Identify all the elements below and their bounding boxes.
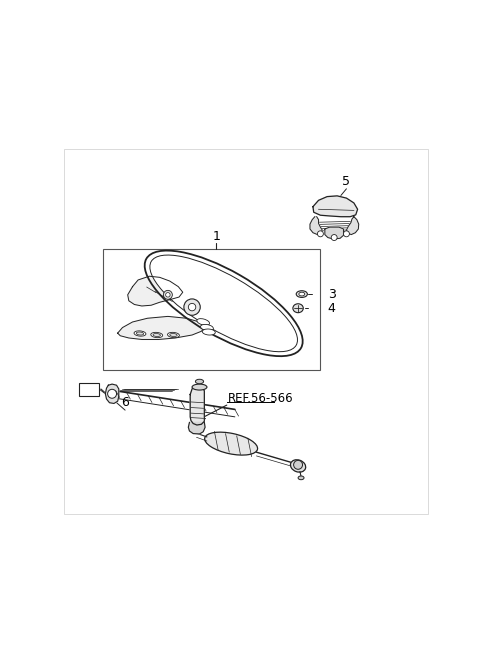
Ellipse shape [204,432,258,455]
Circle shape [108,389,117,398]
Ellipse shape [150,255,298,352]
Ellipse shape [202,329,216,335]
Polygon shape [313,196,358,216]
Text: 4: 4 [328,302,336,315]
Ellipse shape [170,333,177,337]
Ellipse shape [296,291,307,297]
Circle shape [188,303,196,311]
Ellipse shape [290,460,306,472]
Text: 1: 1 [212,230,220,243]
Polygon shape [128,276,183,306]
Ellipse shape [151,333,163,338]
Circle shape [184,299,200,316]
Ellipse shape [201,325,214,331]
Polygon shape [347,216,359,235]
Circle shape [331,235,337,241]
Text: 5: 5 [342,175,350,188]
Polygon shape [188,422,205,434]
Ellipse shape [168,333,180,338]
Circle shape [163,291,172,299]
Circle shape [344,231,349,237]
Text: REF.56-566: REF.56-566 [228,392,293,405]
Ellipse shape [153,333,160,337]
Polygon shape [106,384,119,403]
Circle shape [294,461,302,469]
Bar [103,249,321,371]
Polygon shape [325,227,344,239]
Ellipse shape [134,331,146,336]
Polygon shape [190,386,204,425]
Ellipse shape [298,476,304,480]
Bar [79,382,99,396]
Text: 3: 3 [328,287,336,300]
Circle shape [317,231,324,237]
Ellipse shape [293,304,303,313]
Ellipse shape [197,319,210,325]
Ellipse shape [299,292,305,296]
Polygon shape [118,316,205,339]
Ellipse shape [192,384,207,390]
Ellipse shape [195,379,204,384]
Circle shape [166,293,170,297]
Text: 6: 6 [121,396,129,409]
Polygon shape [310,216,322,235]
Ellipse shape [136,332,144,335]
